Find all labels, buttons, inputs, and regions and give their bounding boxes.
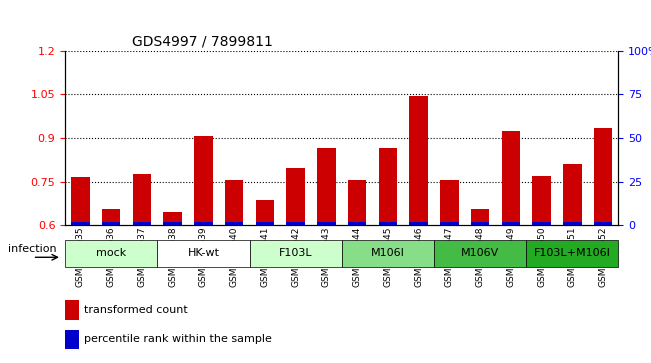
Bar [440, 180, 458, 363]
Text: transformed count: transformed count [85, 305, 188, 315]
Bar [409, 222, 428, 225]
Bar [71, 222, 90, 225]
Text: HK-wt: HK-wt [187, 248, 219, 258]
Bar [163, 222, 182, 225]
Text: mock: mock [96, 248, 126, 258]
FancyBboxPatch shape [434, 240, 526, 267]
FancyBboxPatch shape [342, 240, 434, 267]
Bar [65, 300, 79, 320]
Bar [317, 222, 336, 225]
Bar [317, 148, 336, 363]
Bar [594, 128, 613, 363]
Bar [286, 222, 305, 225]
Text: F103L: F103L [279, 248, 312, 258]
Bar [533, 222, 551, 225]
Bar [563, 164, 581, 363]
Text: M106V: M106V [461, 248, 499, 258]
Bar [65, 330, 79, 349]
Text: M106I: M106I [371, 248, 405, 258]
Bar [133, 174, 151, 363]
Bar [471, 209, 490, 363]
Bar [102, 222, 120, 225]
Bar [379, 148, 397, 363]
Bar [563, 222, 581, 225]
Bar [225, 222, 243, 225]
Bar [286, 168, 305, 363]
Bar [194, 222, 213, 225]
Bar [348, 222, 367, 225]
Text: percentile rank within the sample: percentile rank within the sample [85, 334, 272, 344]
Bar [256, 200, 274, 363]
Bar [379, 222, 397, 225]
Bar [348, 180, 367, 363]
Bar [102, 209, 120, 363]
Bar [71, 177, 90, 363]
Bar [471, 222, 490, 225]
Text: GDS4997 / 7899811: GDS4997 / 7899811 [132, 34, 272, 48]
Bar [225, 180, 243, 363]
Bar [194, 136, 213, 363]
FancyBboxPatch shape [158, 240, 249, 267]
Bar [502, 222, 520, 225]
Bar [502, 131, 520, 363]
Bar [163, 212, 182, 363]
FancyBboxPatch shape [526, 240, 618, 267]
Bar [256, 222, 274, 225]
FancyBboxPatch shape [65, 240, 158, 267]
Text: F103L+M106I: F103L+M106I [534, 248, 611, 258]
Bar [133, 222, 151, 225]
FancyBboxPatch shape [249, 240, 342, 267]
Bar [594, 222, 613, 225]
Text: infection: infection [8, 244, 57, 254]
Bar [440, 222, 458, 225]
Bar [533, 176, 551, 363]
Bar [409, 96, 428, 363]
